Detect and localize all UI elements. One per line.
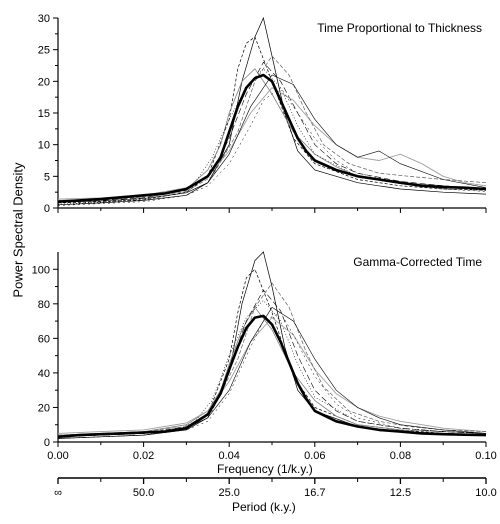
period-axis-label: Period (k.y.) (232, 500, 296, 514)
svg-text:25: 25 (38, 45, 50, 57)
svg-text:100: 100 (32, 264, 50, 276)
svg-text:25.0: 25.0 (218, 487, 239, 499)
svg-text:16.7: 16.7 (304, 487, 325, 499)
svg-text:∞: ∞ (54, 487, 62, 499)
svg-text:0.00: 0.00 (47, 450, 68, 462)
svg-text:50.0: 50.0 (133, 487, 154, 499)
svg-text:0: 0 (44, 203, 50, 215)
svg-text:60: 60 (38, 333, 50, 345)
svg-text:30: 30 (38, 13, 50, 25)
svg-text:Time Proportional to Thickness: Time Proportional to Thickness (317, 21, 482, 35)
svg-text:40: 40 (38, 368, 50, 380)
svg-text:0.06: 0.06 (304, 450, 325, 462)
svg-text:80: 80 (38, 299, 50, 311)
svg-text:0.08: 0.08 (390, 450, 411, 462)
svg-text:0: 0 (44, 437, 50, 449)
svg-text:0.02: 0.02 (133, 450, 154, 462)
svg-text:5: 5 (44, 171, 50, 183)
svg-text:0.10: 0.10 (475, 450, 496, 462)
svg-text:20: 20 (38, 402, 50, 414)
svg-text:12.5: 12.5 (390, 487, 411, 499)
y-axis-label: Power Spectral Density (11, 162, 26, 297)
svg-text:Gamma-Corrected Time: Gamma-Corrected Time (353, 255, 482, 269)
svg-text:15: 15 (38, 108, 50, 120)
svg-text:10: 10 (38, 140, 50, 152)
plot-svg: 0 5 10 15 20 25 30 Time Proportional to Thickne… (0, 0, 500, 519)
svg-text:0.04: 0.04 (218, 450, 239, 462)
svg-text:10.0: 10.0 (475, 487, 496, 499)
svg-text:20: 20 (38, 76, 50, 88)
figure: 0 5 10 15 20 25 30 Time Proportional to Thickne… (0, 0, 500, 519)
x-axis-label: Frequency (1/k.y.) (217, 462, 313, 476)
